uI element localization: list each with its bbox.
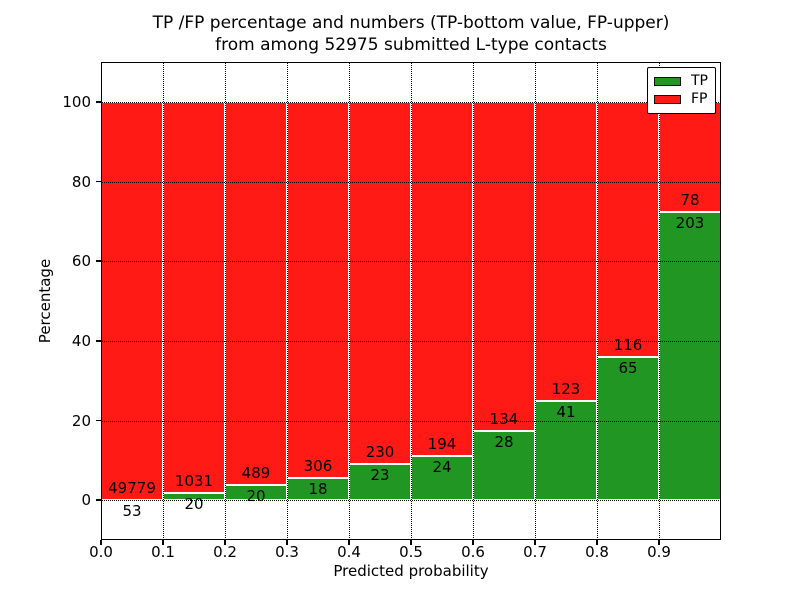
x-tick — [596, 540, 598, 545]
bar-segment-fp — [349, 101, 411, 464]
x-tick — [534, 540, 536, 545]
y-tick — [96, 499, 101, 501]
gridline-v — [163, 62, 164, 540]
bar-segment-fp — [473, 101, 535, 432]
x-tick-label: 0.0 — [89, 543, 113, 561]
y-tick — [96, 340, 101, 342]
gridline-v — [473, 62, 474, 540]
tp-count-label: 20 — [246, 486, 266, 505]
fp-count-label: 1031 — [174, 471, 214, 490]
gridline-v — [349, 62, 350, 540]
chart-title-line2: from among 52975 submitted L-type contac… — [215, 35, 607, 55]
fp-count-label: 78 — [680, 191, 700, 210]
gridline-v — [659, 62, 660, 540]
y-tick-label: 60 — [71, 252, 91, 271]
chart-title: TP /FP percentage and numbers (TP-bottom… — [101, 12, 721, 56]
tp-count-label: 23 — [370, 465, 390, 484]
y-tick-label: 80 — [71, 172, 91, 191]
legend-label-tp: TP — [691, 72, 708, 89]
x-tick-label: 0.5 — [399, 543, 423, 561]
bar-segment-fp — [101, 101, 163, 500]
x-tick — [162, 540, 164, 545]
tp-count-label: 28 — [494, 433, 514, 452]
bar-segment-tp — [473, 431, 535, 501]
gridline-v — [597, 62, 598, 540]
fp-count-label: 194 — [427, 435, 457, 454]
x-axis-label: Predicted probability — [333, 562, 489, 580]
y-axis-label: Percentage — [36, 258, 54, 344]
bar-segment-fp — [163, 101, 225, 493]
gridline-v — [225, 62, 226, 540]
legend-entry-fp: FP — [654, 92, 709, 107]
tp-count-label: 18 — [308, 480, 328, 499]
bar-segment-fp — [287, 101, 349, 479]
fp-count-label: 49779 — [108, 478, 156, 497]
x-tick — [658, 540, 660, 545]
x-tick — [472, 540, 474, 545]
y-tick — [96, 419, 101, 422]
legend-swatch-tp-icon — [654, 76, 681, 86]
bar-segment-tp — [411, 456, 473, 501]
x-tick-label: 0.3 — [275, 543, 299, 561]
fp-count-label: 306 — [303, 457, 333, 476]
x-tick-label: 0.9 — [647, 543, 671, 561]
tp-count-label: 24 — [432, 458, 452, 477]
tp-count-label: 41 — [556, 402, 576, 421]
y-tick — [96, 260, 101, 262]
x-tick-label: 0.8 — [585, 543, 609, 561]
bar-segment-tp — [535, 400, 597, 501]
x-tick-label: 0.7 — [523, 543, 547, 561]
x-tick-label: 0.6 — [461, 543, 485, 561]
tp-count-label: 53 — [122, 501, 142, 520]
x-tick — [286, 540, 288, 545]
y-tick-label: 40 — [71, 331, 91, 350]
x-tick-label: 0.4 — [337, 543, 361, 561]
bar-segment-fp — [225, 101, 287, 485]
gridline-v — [411, 62, 412, 540]
legend: TP FP — [647, 67, 716, 114]
legend-entry-tp: TP — [654, 72, 709, 89]
legend-label-fp: FP — [691, 91, 708, 108]
x-tick — [224, 540, 226, 545]
fp-count-label: 489 — [241, 463, 271, 482]
x-tick-label: 0.1 — [151, 543, 175, 561]
fp-count-label: 230 — [365, 442, 395, 461]
tp-count-label: 203 — [675, 214, 705, 233]
chart-title-line1: TP /FP percentage and numbers (TP-bottom… — [152, 13, 670, 33]
fp-count-label: 134 — [489, 410, 519, 429]
fp-count-label: 123 — [551, 379, 581, 398]
gridline-v — [535, 62, 536, 540]
y-tick-label: 100 — [62, 92, 91, 111]
bar-segment-fp — [411, 101, 473, 457]
tp-count-label: 20 — [184, 494, 204, 513]
bar-segment-tp — [349, 463, 411, 501]
fp-count-label: 116 — [613, 336, 643, 355]
bar-segment-fp — [659, 101, 721, 213]
y-tick — [96, 101, 101, 103]
y-tick-label: 20 — [71, 411, 91, 430]
y-tick — [96, 180, 101, 183]
x-tick — [348, 540, 350, 545]
legend-swatch-fp-icon — [654, 95, 681, 105]
plot-area: 49779 53 1031 20 489 20 306 18 230 23 194 24 134 28 12… — [96, 62, 721, 545]
y-tick-label: 0 — [81, 491, 91, 510]
x-tick-label: 0.2 — [213, 543, 237, 561]
x-tick — [100, 540, 102, 545]
tp-count-label: 65 — [618, 359, 638, 378]
x-tick — [410, 540, 412, 545]
bar-segment-fp — [597, 101, 659, 358]
bar-segment-tp — [659, 212, 721, 501]
gridline-v — [287, 62, 288, 540]
bar-segment-fp — [535, 101, 597, 401]
bar-segment-tp — [597, 357, 659, 501]
